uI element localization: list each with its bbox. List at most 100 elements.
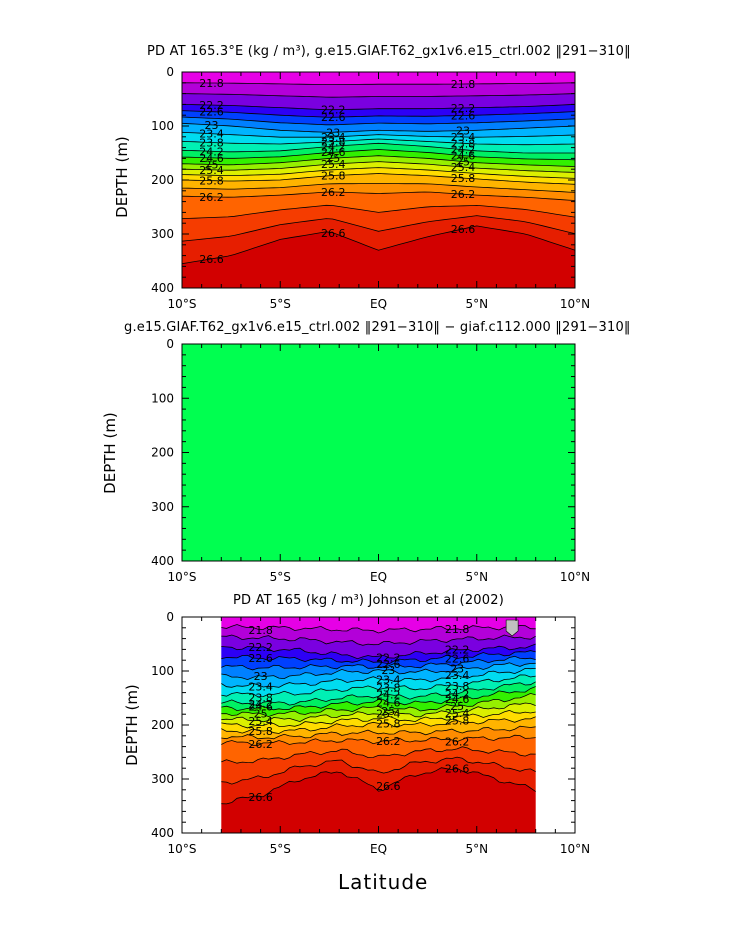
panel1-band <box>182 132 575 145</box>
panel3-band <box>221 693 536 722</box>
panel1-contour-label: 24.6 <box>321 146 346 159</box>
panel3-ytick-label: 0 <box>166 610 174 624</box>
panel1-contour-label: 25.8 <box>451 172 476 185</box>
panel3-contour-label: 25 <box>254 707 268 720</box>
panel1-contour <box>181 225 576 265</box>
panel3-contour-label: 23.4 <box>376 674 401 687</box>
panel1-contour-label: 22.6 <box>321 111 346 124</box>
panel3-contour <box>221 643 536 660</box>
panel3-contour-label: 24.6 <box>376 696 401 709</box>
x-axis-label: Latitude <box>338 870 429 894</box>
panel3-band <box>221 757 536 804</box>
panel3-contour-label: 24.2 <box>376 688 401 701</box>
panel3-contour <box>221 767 536 805</box>
panel3-contour <box>221 716 536 734</box>
panel1-contour <box>181 155 576 167</box>
panel3-contour-label: 25.8 <box>445 714 470 727</box>
panel2-xtick-label: EQ <box>370 570 387 584</box>
panel1-contour-label: 24.6 <box>451 150 476 163</box>
panel1-contour-label: 25.4 <box>321 158 346 171</box>
panel1-contour <box>181 122 576 133</box>
panel1-contour <box>181 142 575 154</box>
panel3-contour <box>221 702 536 723</box>
panel3-ytick-label: 100 <box>151 664 174 678</box>
panel3-band <box>221 662 536 688</box>
panel1-contour <box>181 104 576 111</box>
panel1-contour-label: 25 <box>326 152 340 165</box>
panel3-contour-label: 25 <box>381 705 395 718</box>
panel1-ytick-label: 400 <box>151 281 174 295</box>
panel1-band <box>182 139 575 153</box>
panel1-contour-label: 25 <box>204 158 218 171</box>
panel3-band <box>221 746 536 785</box>
panel1-contour-label: 23.4 <box>451 131 476 144</box>
panel1-contour-label: 23 <box>204 119 218 132</box>
panel3-contour <box>221 686 536 712</box>
panel1-contour-label: 25.8 <box>199 175 224 188</box>
panel1-band <box>182 93 575 110</box>
panel3-contour-label: 25.4 <box>376 708 401 721</box>
panel3-field: 21.8 21.822.222.222.222.6 22.6 22.623 23 2323… <box>221 617 536 833</box>
panel3-xtick-label: 5°S <box>270 842 291 856</box>
panel2-xtick-label: 10°N <box>560 570 590 584</box>
panel3-axes: 10°S 5°S EQ 5°N 10°N 0 100 200 300 400 <box>151 610 590 856</box>
panel2-ytick-label: 100 <box>151 391 174 405</box>
panel1-contour-label: 23.4 <box>199 128 224 141</box>
panel3-contour <box>221 756 536 785</box>
panel1-xtick-label: 10°N <box>560 297 590 311</box>
panel3-contour <box>221 681 536 706</box>
panel3-contour-label: 21.8 <box>445 623 470 636</box>
panel1-band <box>182 173 575 193</box>
panel3-contour-label: 26.2 <box>248 738 273 751</box>
panel3-contour-label: 26.2 <box>376 735 401 748</box>
panel1-band <box>182 205 575 242</box>
panel1-contour-label: 24.2 <box>321 140 346 153</box>
panel3-contour <box>221 655 536 671</box>
panel1-contour-label: 23.8 <box>199 136 224 149</box>
panel1-band <box>182 192 575 219</box>
panel3-contour-label: 22.2 <box>445 644 470 657</box>
panel3-ytick-label: 300 <box>151 772 174 786</box>
panel1-xtick-label: 10°S <box>168 297 197 311</box>
panel3-xtick-label: 10°S <box>168 842 197 856</box>
panel3-title: PD AT 165 (kg / m³) Johnson et al (2002) <box>233 593 504 608</box>
panel3-contour <box>221 634 536 646</box>
panel1-contour-label: 21.8 <box>451 78 476 91</box>
panel3-contour-label: 23.8 <box>376 682 401 695</box>
panel3-contour <box>221 734 536 746</box>
panel2-xtick-label: 5°N <box>465 570 488 584</box>
panel2-xtick-label: 5°S <box>270 570 291 584</box>
panel3-contour-label: 24.2 <box>445 688 470 701</box>
panel3-contour-label: 25.4 <box>445 707 470 720</box>
panel3-contour-label: 23 <box>450 662 464 675</box>
panel1-contour-label: 23 <box>326 126 340 139</box>
panel3-contour-label: 23.4 <box>248 680 273 693</box>
panel3-contour-label: 22.6 <box>248 652 273 665</box>
panel1-contour-label: 25 <box>456 156 470 169</box>
panel1-contour-label: 24.2 <box>199 145 224 158</box>
panel3-band <box>221 681 536 711</box>
panel3-band <box>221 656 536 680</box>
panel3-band <box>221 710 536 734</box>
panel2-title: g.e15.GIAF.T62_gx1v6.e15_ctrl.002 ‖291−3… <box>124 320 631 335</box>
panel1-xtick-label: 5°S <box>270 297 291 311</box>
panel3-contour-label: 26.6 <box>248 791 273 804</box>
panel3-contour-label: 22.2 <box>248 641 273 654</box>
panel1-contour-label: 23 <box>456 125 470 138</box>
panel1-ytick-label: 0 <box>166 65 174 79</box>
panel2-ytick-label: 0 <box>166 337 174 351</box>
panel1-xtick-label: 5°N <box>465 297 488 311</box>
panel3-band <box>221 644 536 664</box>
panel1-contour-label: 22.6 <box>451 110 476 123</box>
panel3-xtick-label: 10°N <box>560 842 590 856</box>
panel3-contour-label: 23.8 <box>248 691 273 704</box>
panel3-contour <box>221 692 536 718</box>
panel3-contour <box>221 674 536 698</box>
panel1-contour <box>181 110 576 118</box>
panel3-contour-label: 23.8 <box>445 680 470 693</box>
panel1-contour-label: 23.8 <box>321 136 346 149</box>
panel1-band <box>182 149 575 167</box>
panel1-contour <box>181 191 576 201</box>
panel3-contour-label: 26.2 <box>445 736 470 749</box>
